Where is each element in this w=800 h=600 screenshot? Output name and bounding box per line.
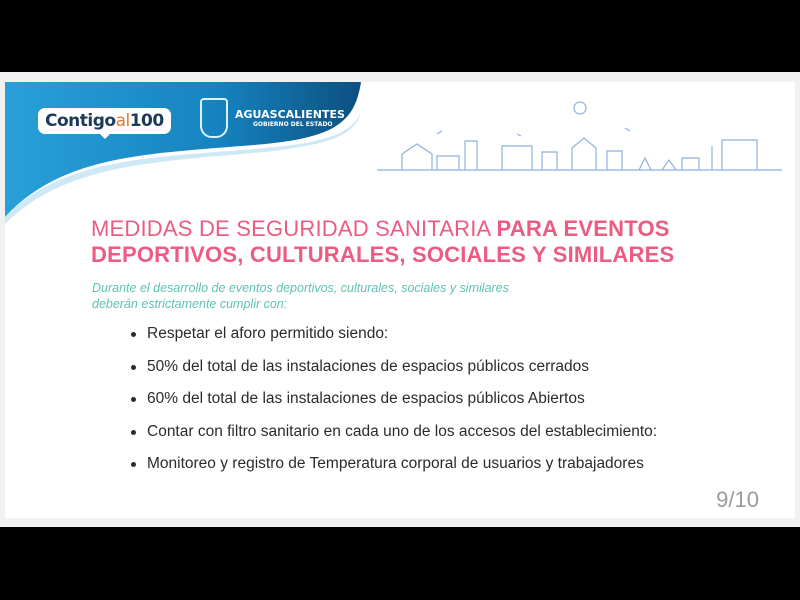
gov-subtitle: GOBIERNO DEL ESTADO [253, 121, 333, 128]
slide-viewer: Contigoal100 AGUASCALIENTES GOBIERNO DEL… [0, 72, 800, 527]
gov-name: AGUASCALIENTES [235, 108, 345, 121]
slide: Contigoal100 AGUASCALIENTES GOBIERNO DEL… [5, 82, 795, 518]
slide-title: MEDIDAS DE SEGURIDAD SANITARIA PARA EVEN… [91, 216, 675, 267]
slide-subtitle: Durante el desarrollo de eventos deporti… [92, 281, 509, 311]
list-item: Contar con filtro sanitario en cada uno … [131, 423, 657, 456]
list-item: 50% del total de las instalaciones de es… [131, 358, 657, 391]
coat-of-arms-icon [200, 98, 228, 138]
list-item: Monitoreo y registro de Temperatura corp… [131, 455, 657, 488]
contigo-al-100-logo: Contigoal100 [38, 108, 171, 139]
measures-list: Respetar el aforo permitido siendo: 50% … [131, 325, 657, 488]
government-logo: AGUASCALIENTES GOBIERNO DEL ESTADO [235, 108, 345, 128]
list-item: 60% del total de las instalaciones de es… [131, 390, 657, 423]
page-number: 9/10 [716, 487, 759, 512]
list-item: Respetar el aforo permitido siendo: [131, 325, 657, 358]
city-skyline-illustration [377, 101, 782, 171]
